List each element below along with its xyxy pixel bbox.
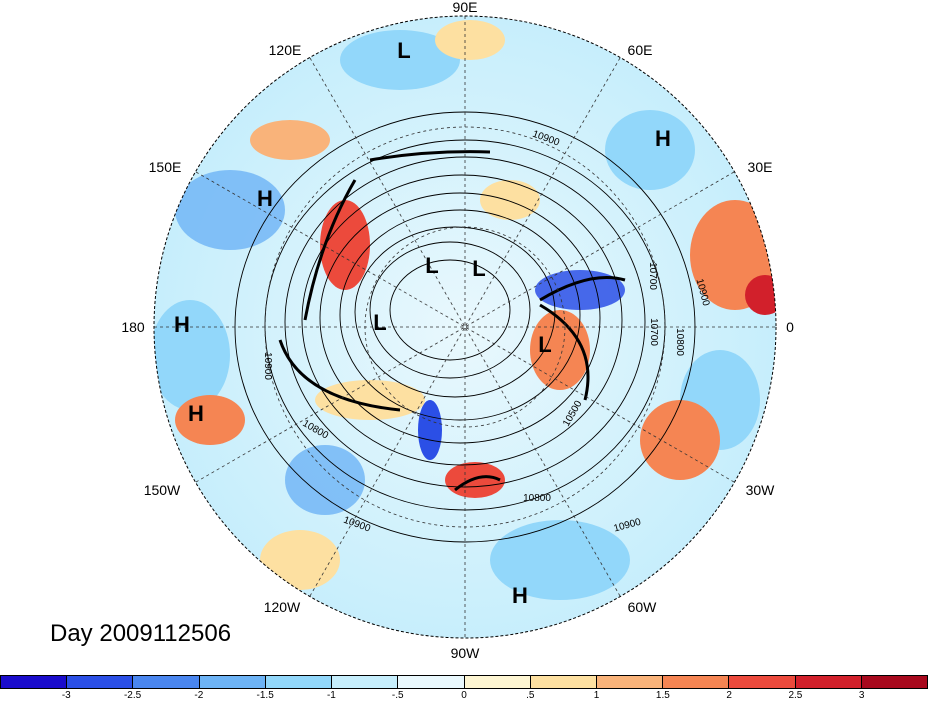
colorbar-swatch — [530, 676, 597, 688]
contour-label: 10700 — [648, 318, 659, 346]
polar-map: 90E 120E 60E 150E 30E 180 0 150W 30W 120… — [121, 0, 794, 661]
colorbar-tick-label: -2 — [194, 690, 204, 701]
map-boundary — [153, 15, 777, 639]
lon-label-90w: 90W — [451, 645, 481, 661]
high-marker: H — [257, 186, 273, 211]
lon-label-120w: 120W — [264, 599, 301, 615]
colorbar-swatch — [67, 676, 134, 688]
colorbar-swatch — [199, 676, 266, 688]
high-marker: H — [188, 401, 204, 426]
colorbar-tick-label: -.5 — [391, 690, 404, 701]
colorbar-tick-label: 0 — [461, 690, 467, 701]
lon-label-0: 0 — [786, 319, 794, 335]
low-marker: L — [425, 253, 438, 278]
lon-label-180: 180 — [121, 319, 145, 335]
high-marker: H — [174, 312, 190, 337]
colorbar-swatches — [0, 675, 928, 689]
high-marker: H — [512, 583, 528, 608]
colorbar-swatch — [1, 676, 68, 688]
contour-label: 10700 — [647, 262, 658, 290]
colorbar-swatch — [596, 676, 664, 688]
lon-label-90e: 90E — [453, 0, 478, 15]
colorbar-swatch — [861, 676, 928, 688]
colorbar-swatch — [464, 676, 531, 688]
colorbar-swatch — [795, 676, 862, 688]
high-marker: H — [655, 126, 671, 151]
low-marker: L — [373, 310, 386, 335]
colorbar-tick-label: 2 — [726, 690, 732, 701]
low-marker: L — [397, 38, 410, 63]
colorbar-tick-label: 1 — [593, 690, 600, 701]
colorbar: -3 -2.5 -2 -1.5 -1 -.5 0 .5 1 1.5 2 2.5 3 — [0, 675, 928, 702]
colorbar-tick-label: -3 — [61, 690, 71, 701]
longitude-labels: 90E 120E 60E 150E 30E 180 0 150W 30W 120… — [121, 0, 794, 661]
colorbar-swatch — [265, 676, 333, 688]
low-marker: L — [538, 332, 551, 357]
lon-label-30e: 30E — [748, 159, 773, 175]
pressure-centers: L H H L L H L L H H — [174, 38, 671, 608]
map-title: Day 2009112506 — [50, 620, 232, 647]
colorbar-tick-label: .5 — [526, 690, 535, 701]
lon-label-150e: 150E — [149, 159, 182, 175]
colorbar-tick-label: 1.5 — [655, 690, 670, 701]
contour-label: 10800 — [674, 328, 685, 356]
contour-label: 10900 — [262, 352, 273, 380]
colorbar-tick-label: 3 — [858, 690, 865, 701]
graticule — [154, 16, 776, 638]
colorbar-swatch — [133, 676, 200, 688]
low-marker: L — [472, 256, 485, 281]
colorbar-swatch — [663, 676, 730, 688]
colorbar-tick-label: -1.5 — [256, 690, 274, 701]
lon-label-60e: 60E — [628, 42, 653, 58]
colorbar-ticks: -3 -2.5 -2 -1.5 -1 -.5 0 .5 1 1.5 2 2.5 3 — [0, 689, 928, 702]
lon-label-60w: 60W — [628, 599, 658, 615]
colorbar-swatch — [729, 676, 796, 688]
lon-label-30w: 30W — [746, 482, 776, 498]
colorbar-tick-label: -2.5 — [123, 690, 142, 701]
colorbar-swatch — [332, 676, 399, 688]
colorbar-tick-label: -1 — [326, 690, 336, 701]
contour-label: 10800 — [523, 493, 551, 504]
colorbar-swatch — [398, 676, 465, 688]
colorbar-tick-label: 2.5 — [788, 690, 803, 701]
jet-streaks — [278, 150, 626, 492]
lon-label-150w: 150W — [144, 482, 181, 498]
anomaly-field — [154, 16, 776, 638]
lon-label-120e: 120E — [269, 42, 302, 58]
